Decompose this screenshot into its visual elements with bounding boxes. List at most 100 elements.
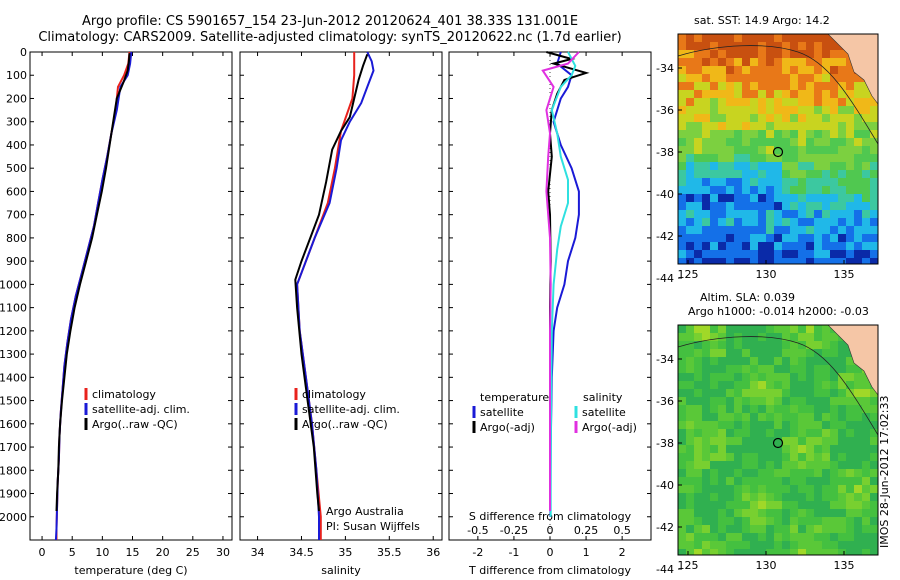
land-mass <box>827 325 878 396</box>
x-tick-label: 35 <box>338 546 352 559</box>
y-tick-label: 1200 <box>0 325 27 338</box>
x-tick-label: 36 <box>426 546 440 559</box>
y-tick-label: 500 <box>6 162 27 175</box>
series-line-t-satellite <box>549 51 580 517</box>
title-line-2: Climatology: CARS2009. Satellite-adjuste… <box>38 30 622 45</box>
map-y-tick-label: -36 <box>656 104 674 117</box>
argo-float-marker <box>772 146 784 158</box>
y-tick-label: 700 <box>6 209 27 222</box>
legend-label: Argo(-adj) <box>480 421 535 434</box>
y-tick-label: 400 <box>6 139 27 152</box>
difference-profile: -2 -1 0 1 2 T difference from climatology -0.5… <box>448 51 652 577</box>
x-tick-label: 5 <box>69 546 76 559</box>
map-y-tick-label: -38 <box>656 437 674 450</box>
x-tick-label: 15 <box>126 546 140 559</box>
x-tick-label: 35.5 <box>377 546 402 559</box>
legend-label: Argo(..raw -QC) <box>92 418 178 431</box>
legend-label: satellite <box>480 406 524 419</box>
x-tick-label: 34 <box>251 546 265 559</box>
imos-watermark: IMOS 28-Jun-2012 17:02:33 <box>878 395 891 548</box>
x-axis-label: salinity <box>321 564 361 577</box>
map-y-tick-label: -40 <box>656 479 674 492</box>
y-tick-label: 1900 <box>0 488 27 501</box>
y-tick-label: 200 <box>6 92 27 105</box>
legend-salinity-heading: salinity <box>583 391 623 404</box>
land-mass <box>827 34 878 105</box>
map-x-tick-label: 130 <box>756 268 777 281</box>
map-y-tick-label: -40 <box>656 188 674 201</box>
sst-map-cells <box>678 34 878 264</box>
x-tick-label: 20 <box>156 546 170 559</box>
x-tick-label: 0 <box>39 546 46 559</box>
annotation-line-2: PI: Susan Wijffels <box>326 520 420 533</box>
series-line-argo-raw-qc- <box>55 53 131 512</box>
x-axis-label: temperature (deg C) <box>74 564 187 577</box>
map-y-tick-label: -34 <box>656 62 674 75</box>
series-line-climatology <box>55 51 131 540</box>
title-line-1: Argo profile: CS 5901657_154 23-Jun-2012… <box>81 14 579 29</box>
x-tick-label: 34.5 <box>289 546 314 559</box>
x-top-tick-label: -0.5 <box>467 524 488 537</box>
x-top-tick-label: 0 <box>547 524 554 537</box>
depth-contour <box>678 336 878 436</box>
map-y-tick-label: -44 <box>656 563 674 576</box>
sla-map: -34 -36 -38 -40 -42 -44 125 130 135 <box>656 324 879 576</box>
legend-label: climatology <box>302 388 366 401</box>
series-line-s-satellite <box>549 51 577 517</box>
sla-map-title-2: Argo h1000: -0.014 h2000: -0.03 <box>688 305 869 318</box>
y-tick-label: 2000 <box>0 511 27 524</box>
x-tick-label: -1 <box>508 546 519 559</box>
sst-map: -34 -36 -38 -40 -42 -44 125 130 135 <box>656 33 879 285</box>
y-tick-label: 100 <box>6 69 27 82</box>
y-tick-label: 1400 <box>0 371 27 384</box>
map-y-tick-label: -38 <box>656 146 674 159</box>
sla-map-cells <box>678 325 878 555</box>
map-x-tick-label: 135 <box>834 559 855 572</box>
map-y-tick-label: -34 <box>656 353 674 366</box>
map-y-tick-label: -44 <box>656 272 674 285</box>
x-tick-label: 1 <box>583 546 590 559</box>
sst-map-title: sat. SST: 14.9 Argo: 14.2 <box>694 14 830 27</box>
series-line-t-argo-adj- <box>546 51 590 511</box>
y-tick-label: 300 <box>6 116 27 129</box>
sst-map-frame <box>677 33 879 265</box>
map-x-tick-label: 125 <box>678 268 699 281</box>
map-x-tick-label: 125 <box>678 559 699 572</box>
map-y-tick-label: -42 <box>656 521 674 534</box>
x-top-tick-label: 0.5 <box>613 524 631 537</box>
temperature-profile-frame <box>29 51 233 541</box>
x-tick-label: 30 <box>216 546 230 559</box>
legend-label: Argo(-adj) <box>582 421 637 434</box>
argo-float-marker <box>772 437 784 449</box>
annotation-line-1: Argo Australia <box>326 505 404 518</box>
x-tick-label: 10 <box>95 546 109 559</box>
legend-label: satellite <box>582 406 626 419</box>
legend-label: satellite-adj. clim. <box>92 403 190 416</box>
legend-label: satellite-adj. clim. <box>302 403 400 416</box>
map-y-tick-label: -42 <box>656 230 674 243</box>
series-line-s-argo-adj- <box>541 51 580 511</box>
x-tick-label: -2 <box>472 546 483 559</box>
y-tick-label: 1300 <box>0 348 27 361</box>
y-tick-label: 900 <box>6 255 27 268</box>
legend-label: Argo(..raw -QC) <box>302 418 388 431</box>
map-x-tick-label: 130 <box>756 559 777 572</box>
temperature-profile: 0100200300400500600700800900100011001200… <box>0 46 233 577</box>
x-tick-label: 25 <box>186 546 200 559</box>
salinity-profile: 34 34.5 35 35.5 36 salinity climatology satelli… <box>239 51 443 577</box>
y-tick-label: 1100 <box>0 302 27 315</box>
depth-contour <box>678 45 878 145</box>
y-tick-label: 1000 <box>0 278 27 291</box>
legend-temperature-heading: temperature <box>480 391 549 404</box>
sla-map-frame <box>677 324 879 556</box>
y-tick-label: 0 <box>20 46 27 59</box>
y-tick-label: 1500 <box>0 395 27 408</box>
y-tick-label: 600 <box>6 185 27 198</box>
series-line-argo-raw-qc- <box>294 53 369 512</box>
salinity-profile-frame <box>239 51 443 541</box>
y-tick-label: 1700 <box>0 441 27 454</box>
legend-label: climatology <box>92 388 156 401</box>
series-line-satellite-adj-clim- <box>54 51 133 541</box>
x-top-tick-label: 0.25 <box>574 524 599 537</box>
